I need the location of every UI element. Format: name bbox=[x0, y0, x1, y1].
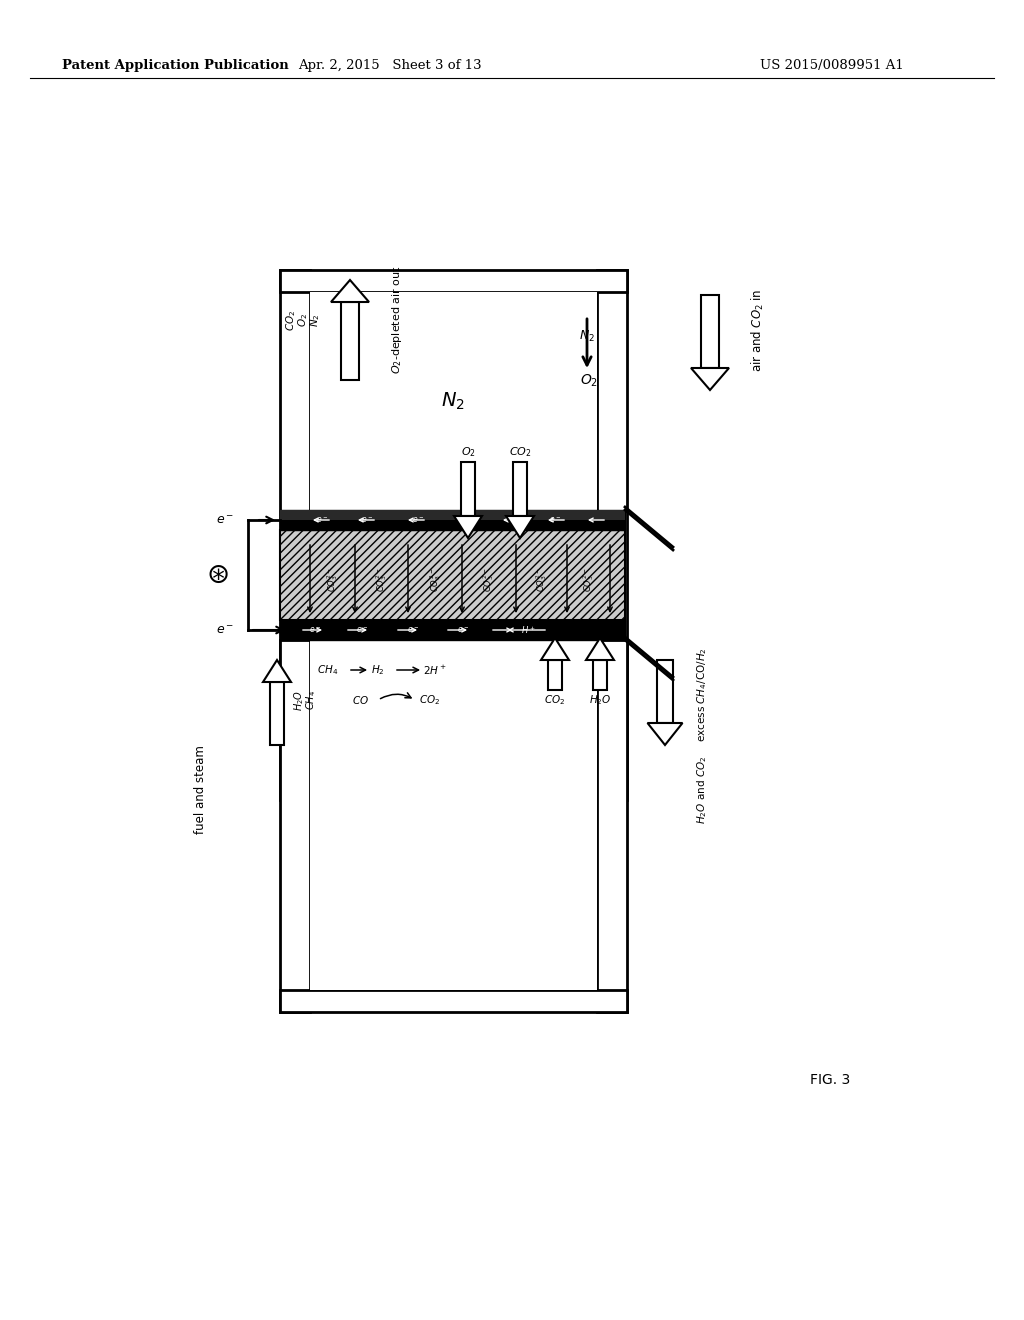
Text: $H^+$: $H^+$ bbox=[521, 624, 536, 636]
Text: $CO_2$: $CO_2$ bbox=[509, 445, 531, 459]
Text: $CO_3^{2-}$: $CO_3^{2-}$ bbox=[429, 568, 443, 593]
Text: fuel and steam: fuel and steam bbox=[194, 746, 207, 834]
Text: $O_2$: $O_2$ bbox=[580, 372, 598, 389]
Text: $e^-$: $e^-$ bbox=[412, 515, 424, 525]
Text: $CH_4$: $CH_4$ bbox=[317, 663, 339, 677]
Text: ⊛: ⊛ bbox=[207, 561, 229, 589]
Text: $CO_2$: $CO_2$ bbox=[545, 693, 565, 708]
Text: $O_2$-depleted air out: $O_2$-depleted air out bbox=[390, 265, 404, 375]
Text: $e^-$: $e^-$ bbox=[462, 515, 474, 525]
Bar bbox=[310, 292, 597, 510]
Text: $CO_3^{2-}$: $CO_3^{2-}$ bbox=[375, 568, 389, 593]
Text: $e^-$: $e^-$ bbox=[216, 513, 234, 527]
Text: $CH_4$: $CH_4$ bbox=[304, 690, 317, 710]
Text: Patent Application Publication: Patent Application Publication bbox=[62, 58, 289, 71]
Text: $CO_3^{2-}$: $CO_3^{2-}$ bbox=[481, 568, 497, 593]
Bar bbox=[280, 271, 627, 292]
Bar bbox=[270, 682, 284, 744]
Text: $N_2$: $N_2$ bbox=[308, 313, 322, 327]
Bar bbox=[461, 462, 475, 516]
Polygon shape bbox=[541, 638, 569, 660]
Bar bbox=[280, 510, 625, 531]
Polygon shape bbox=[586, 638, 614, 660]
Polygon shape bbox=[506, 516, 534, 539]
Bar bbox=[280, 620, 625, 640]
Text: $e^-$: $e^-$ bbox=[356, 626, 368, 635]
Bar bbox=[656, 660, 674, 723]
Text: air and $CO_2$ in: air and $CO_2$ in bbox=[750, 288, 766, 372]
Bar bbox=[597, 271, 627, 800]
Text: $N_2$: $N_2$ bbox=[579, 329, 595, 343]
Polygon shape bbox=[331, 280, 369, 302]
Bar bbox=[310, 640, 597, 990]
Text: $e^-$: $e^-$ bbox=[316, 515, 328, 525]
Text: $O_2$: $O_2$ bbox=[461, 445, 475, 459]
Text: $CO_2$: $CO_2$ bbox=[420, 693, 440, 708]
Text: $e^-$: $e^-$ bbox=[216, 623, 234, 636]
Text: $CO_3^{2-}$: $CO_3^{2-}$ bbox=[326, 568, 340, 593]
Text: FIG. 3: FIG. 3 bbox=[810, 1073, 850, 1086]
Text: $H_2$: $H_2$ bbox=[371, 663, 385, 677]
Polygon shape bbox=[647, 723, 683, 744]
Text: $e^-$: $e^-$ bbox=[549, 515, 561, 525]
Text: $H_2O$: $H_2O$ bbox=[292, 689, 306, 710]
Bar bbox=[700, 294, 719, 368]
Bar bbox=[280, 990, 627, 1012]
Text: excess $CH_4$/CO/$H_2$: excess $CH_4$/CO/$H_2$ bbox=[695, 648, 709, 742]
Text: $e^-$: $e^-$ bbox=[309, 626, 322, 635]
Bar bbox=[593, 660, 606, 690]
Text: $e^-$: $e^-$ bbox=[457, 626, 469, 635]
Bar bbox=[280, 271, 310, 800]
Text: $e^-$: $e^-$ bbox=[407, 626, 419, 635]
Bar bbox=[513, 462, 526, 516]
Bar bbox=[548, 660, 562, 690]
Text: $2H^+$: $2H^+$ bbox=[423, 664, 446, 677]
Text: $N_2$: $N_2$ bbox=[441, 391, 465, 412]
Text: $CO_2$: $CO_2$ bbox=[284, 309, 298, 330]
Text: Apr. 2, 2015   Sheet 3 of 13: Apr. 2, 2015 Sheet 3 of 13 bbox=[298, 58, 482, 71]
Polygon shape bbox=[454, 516, 482, 539]
Bar bbox=[280, 531, 625, 620]
Bar bbox=[341, 302, 359, 380]
Polygon shape bbox=[691, 368, 729, 389]
Text: $e^-$: $e^-$ bbox=[507, 515, 519, 525]
Polygon shape bbox=[263, 660, 291, 682]
Text: $H_2O$ and $CO_2$: $H_2O$ and $CO_2$ bbox=[695, 756, 709, 824]
Bar bbox=[280, 510, 625, 520]
Text: $CO_3^{2-}$: $CO_3^{2-}$ bbox=[535, 568, 550, 593]
Text: $O_2$: $O_2$ bbox=[296, 313, 310, 327]
Text: US 2015/0089951 A1: US 2015/0089951 A1 bbox=[760, 58, 904, 71]
Text: $H_2O$: $H_2O$ bbox=[589, 693, 611, 708]
Text: $e^-$: $e^-$ bbox=[360, 515, 373, 525]
Bar bbox=[280, 640, 310, 1012]
Text: $CO$: $CO$ bbox=[351, 694, 369, 706]
Bar bbox=[597, 640, 627, 1012]
Text: $CO_3^{2-}$: $CO_3^{2-}$ bbox=[582, 568, 596, 593]
